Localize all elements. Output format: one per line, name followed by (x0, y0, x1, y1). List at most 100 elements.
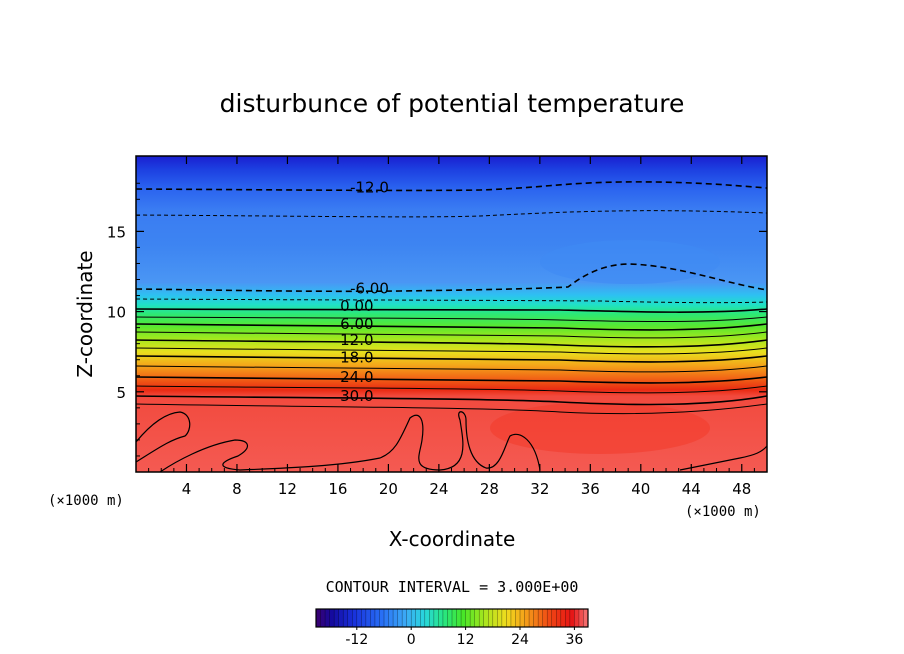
colorbar-swatch (574, 609, 580, 627)
contour-label: 6.00 (340, 315, 373, 333)
colorbar-swatch (515, 609, 521, 627)
contour-line-3 (136, 316, 767, 323)
contour-line-6 (136, 323, 767, 331)
colorbar-swatch (465, 609, 471, 627)
contour-low-left (136, 411, 191, 463)
colorbar-swatch (402, 609, 408, 627)
colorbar-swatch (429, 609, 435, 627)
contour-line-24 (136, 376, 767, 384)
colorbar-swatch (488, 609, 494, 627)
contour-line-minus6 (136, 263, 767, 293)
colorbar-swatch (565, 609, 571, 627)
y-axis: 5 10 15 (107, 182, 767, 457)
contour-low-middle (159, 411, 541, 472)
colorbar-frame (315, 608, 589, 628)
colorbar-swatch (411, 609, 417, 627)
x-tick-label: 12 (278, 480, 297, 498)
colorbar-swatch (406, 609, 412, 627)
x-tick-label: 8 (232, 480, 242, 498)
contour-line-minus9 (136, 210, 767, 218)
x-tick-label: 36 (581, 480, 600, 498)
contour-label: 0.00 (340, 297, 373, 315)
colorbar-swatch (474, 609, 480, 627)
plot-area (136, 156, 767, 472)
colorbar-swatch (420, 609, 426, 627)
colorbar-swatch (583, 609, 589, 627)
x-axis-title: X-coordinate (389, 527, 516, 551)
colorbar-swatch (356, 609, 362, 627)
colorbar-tick-label: 0 (407, 632, 416, 648)
contour-interval-label: CONTOUR INTERVAL = 3.000E+00 (326, 578, 579, 596)
contour-line-9 (136, 331, 767, 339)
colorbar-swatch (461, 609, 467, 627)
colorbar-swatch (365, 609, 371, 627)
colorbar-swatch (334, 609, 340, 627)
colorbar-swatch (578, 609, 584, 627)
x-unit-label-left: (×1000 m) (48, 493, 124, 509)
x-tick-label: 32 (530, 480, 549, 498)
colorbar-swatch (551, 609, 557, 627)
colorbar-swatch (501, 609, 507, 627)
colorbar-swatch (325, 609, 331, 627)
colorbar-swatch (370, 609, 376, 627)
chart-title: disturbunce of potential temperature (220, 89, 685, 118)
contour-line-0 (136, 308, 767, 313)
contour-low-right (679, 445, 767, 471)
colorbar-swatch (524, 609, 530, 627)
colorbar-tick-label: 36 (565, 632, 583, 648)
colorbar-swatch (438, 609, 444, 627)
contour-line-15 (136, 347, 767, 355)
contour-line-minus3 (136, 298, 767, 304)
colorbar-swatch (538, 609, 544, 627)
colorbar-tick-label: -12 (345, 632, 368, 648)
colorbar-swatch (379, 609, 385, 627)
x-tick-label: 20 (379, 480, 398, 498)
x-tick-label: 16 (328, 480, 347, 498)
colorbar-swatch (560, 609, 566, 627)
colorbar-swatch (397, 609, 403, 627)
colorbar-swatch (520, 609, 526, 627)
contour-line-minus12 (136, 181, 767, 192)
x-axis: 4 8 12 16 20 24 28 32 36 40 44 48 (148, 156, 755, 498)
colorbar-swatch (569, 609, 575, 627)
y-tick-label: 5 (116, 384, 126, 402)
colorbar-swatch (456, 609, 462, 627)
colorbar-swatch (492, 609, 498, 627)
colorbar-swatch (442, 609, 448, 627)
colorbar-tick-label: 24 (511, 632, 529, 648)
contour-line-18 (136, 355, 767, 363)
colorbar (315, 608, 589, 628)
y-tick-label: 15 (107, 223, 126, 241)
contour-line-33 (136, 403, 767, 415)
contour-label: 12.0 (340, 331, 373, 349)
colorbar-swatch (329, 609, 335, 627)
y-axis-title: Z-coordinate (73, 250, 97, 377)
x-tick-label: 24 (429, 480, 448, 498)
x-tick-label: 40 (631, 480, 650, 498)
y-tick-label: 10 (107, 304, 126, 322)
colorbar-swatch (424, 609, 430, 627)
colorbar-tick-label: 12 (457, 632, 475, 648)
x-tick-label: 48 (732, 480, 751, 498)
colorbar-swatch (542, 609, 548, 627)
colorbar-ticks: -12 0 12 24 36 (345, 627, 583, 648)
colorbar-swatch (479, 609, 485, 627)
contour-line-27 (136, 385, 767, 394)
colorbar-swatch (447, 609, 453, 627)
colorbar-swatch (510, 609, 516, 627)
x-tick-label: 28 (480, 480, 499, 498)
colorbar-swatch (433, 609, 439, 627)
colorbar-swatch (506, 609, 512, 627)
colorbar-swatch (361, 609, 367, 627)
contour-label: -6.00 (350, 280, 389, 298)
colorbar-swatch (497, 609, 503, 627)
colorbar-swatch (347, 609, 353, 627)
colorbar-swatch (320, 609, 326, 627)
colorbar-swatch (343, 609, 349, 627)
colorbar-swatch (547, 609, 553, 627)
colorbar-swatch (352, 609, 358, 627)
colorbar-swatch (556, 609, 562, 627)
contour-label: 24.0 (340, 368, 373, 386)
